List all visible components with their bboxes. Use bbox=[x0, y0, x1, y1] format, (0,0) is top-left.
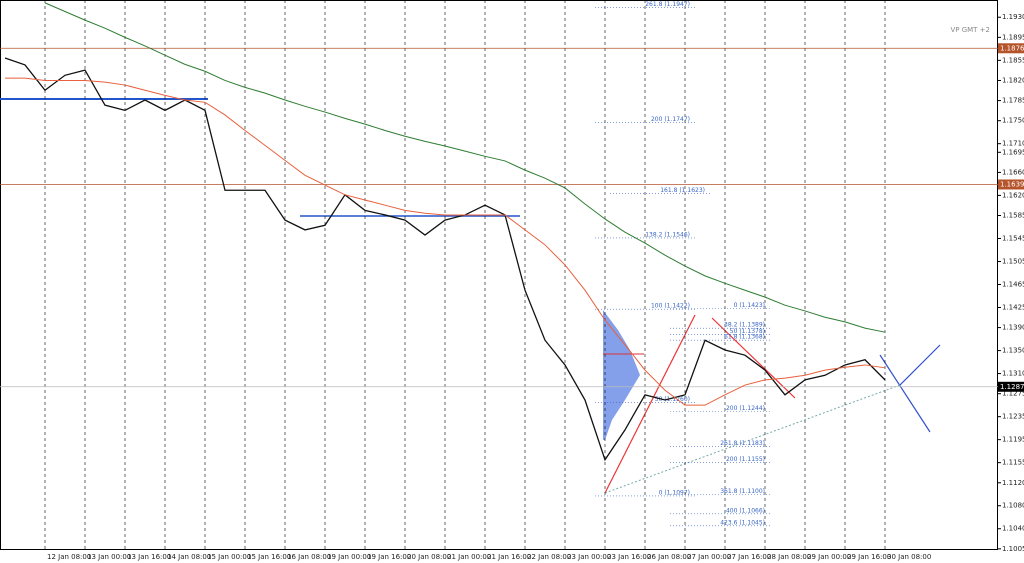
x-tick-label: 23 Jan 00:00 bbox=[567, 553, 611, 561]
x-tick-label: 23 Jan 16:00 bbox=[607, 553, 651, 561]
y-tick-label: 1.1465 bbox=[1002, 280, 1024, 288]
fib-label: 50 (1.1260) bbox=[655, 396, 690, 403]
channel-line bbox=[604, 384, 901, 494]
y-tick-label: 1.1660 bbox=[1002, 168, 1024, 176]
x-tick-label: 21 Jan 00:00 bbox=[447, 553, 491, 561]
y-tick-label: 1.1275 bbox=[1002, 390, 1024, 398]
x-tick-label: 13 Jan 00:00 bbox=[87, 553, 131, 561]
trend-arrow bbox=[711, 317, 796, 399]
x-tick-label: 27 Jan 16:00 bbox=[727, 553, 771, 561]
price-line bbox=[44, 2, 886, 333]
plot-frame bbox=[0, 0, 998, 550]
y-tick-label: 1.1620 bbox=[1002, 191, 1024, 199]
y-tick-label: 1.1695 bbox=[1002, 148, 1024, 156]
y-tick-label: 1.1005 bbox=[1002, 545, 1024, 553]
x-tick-label: 22 Jan 08:00 bbox=[527, 553, 571, 561]
price-line bbox=[5, 77, 886, 406]
y-tick-label: 1.1350 bbox=[1002, 347, 1024, 355]
fib-label: 100 (1.1422) bbox=[651, 303, 690, 310]
chart-note: VP GMT +2 bbox=[950, 26, 990, 34]
fib-label: 361.8 (1.1100) bbox=[720, 488, 765, 495]
x-tick-label: 27 Jan 00:00 bbox=[687, 553, 731, 561]
x-tick-label: 19 Jan 00:00 bbox=[327, 553, 371, 561]
y-tick-label: 1.1155 bbox=[1002, 459, 1024, 467]
price-tag-label: 1.1287 bbox=[1000, 383, 1024, 391]
fib-label: 423.6 (1.1045) bbox=[720, 519, 765, 526]
forecast-arrow bbox=[879, 354, 931, 433]
price-tag bbox=[998, 381, 1024, 392]
y-tick-label: 1.1585 bbox=[1002, 212, 1024, 220]
y-tick-label: 1.1195 bbox=[1002, 436, 1024, 444]
price-tag-label: 1.1639 bbox=[1000, 180, 1024, 188]
fib-label: 0 (1.1097) bbox=[659, 489, 690, 496]
price-tag bbox=[998, 179, 1024, 190]
x-tick-label: 15 Jan 16:00 bbox=[247, 553, 291, 561]
y-tick-label: 1.1235 bbox=[1002, 413, 1024, 421]
forecast-arrow bbox=[899, 344, 941, 386]
y-tick-label: 1.1310 bbox=[1002, 370, 1024, 378]
x-tick-label: 19 Jan 16:00 bbox=[367, 553, 411, 561]
y-tick-label: 1.1390 bbox=[1002, 324, 1024, 332]
volume-profile bbox=[603, 310, 640, 440]
y-tick-label: 1.1895 bbox=[1002, 33, 1024, 41]
fib-label: 138.2 (1.1546) bbox=[645, 231, 690, 238]
y-tick-label: 1.1545 bbox=[1002, 235, 1024, 243]
y-tick-label: 1.1040 bbox=[1002, 525, 1024, 533]
x-tick-label: 13 Jan 16:00 bbox=[127, 553, 171, 561]
x-tick-label: 16 Jan 08:00 bbox=[287, 553, 331, 561]
x-tick-label: 15 Jan 00:00 bbox=[207, 553, 251, 561]
y-tick-label: 1.1855 bbox=[1002, 56, 1024, 64]
y-tick-label: 1.1080 bbox=[1002, 502, 1024, 510]
y-tick-label: 1.1750 bbox=[1002, 117, 1024, 125]
x-tick-label: 29 Jan 00:00 bbox=[807, 553, 851, 561]
y-tick-label: 1.1930 bbox=[1002, 13, 1024, 21]
fib-label: 50 (1.1378) bbox=[730, 328, 765, 335]
fib-label: 38.2 (1.1389) bbox=[724, 322, 765, 329]
fib-label: 261.8 (1.1947) bbox=[645, 1, 690, 8]
x-tick-label: 20 Jan 08:00 bbox=[407, 553, 451, 561]
y-tick-label: 1.1425 bbox=[1002, 303, 1024, 311]
x-tick-label: 14 Jan 08:00 bbox=[167, 553, 211, 561]
fib-label: 261.8 (1.1183) bbox=[720, 440, 765, 447]
x-tick-label: 29 Jan 16:00 bbox=[847, 553, 891, 561]
fib-label: 0 (1.1423) bbox=[734, 302, 765, 309]
fib-label: 200 (1.1244) bbox=[726, 405, 765, 412]
trend-arrow bbox=[604, 314, 696, 494]
y-tick-label: 1.1505 bbox=[1002, 257, 1024, 265]
fib-label: 200 (1.1155) bbox=[726, 456, 765, 463]
fib-label: 161.8 (1.1623) bbox=[660, 187, 705, 194]
x-tick-label: 12 Jan 08:00 bbox=[47, 553, 91, 561]
y-tick-label: 1.1710 bbox=[1002, 140, 1024, 148]
price-tag bbox=[998, 43, 1024, 54]
y-tick-label: 1.1820 bbox=[1002, 76, 1024, 84]
x-tick-label: 26 Jan 08:00 bbox=[647, 553, 691, 561]
fib-label: 200 (1.1747) bbox=[651, 116, 690, 123]
x-tick-label: 28 Jan 08:00 bbox=[767, 553, 811, 561]
fib-label: 61.8 (1.1368) bbox=[724, 334, 765, 341]
x-tick-label: 21 Jan 16:00 bbox=[487, 553, 531, 561]
price-line bbox=[4, 57, 886, 462]
fib-label: 400 (1.1066) bbox=[726, 507, 765, 514]
price-tag-label: 1.1876 bbox=[1000, 44, 1024, 52]
y-tick-label: 1.1785 bbox=[1002, 97, 1024, 105]
x-tick-label: 30 Jan 08:00 bbox=[887, 553, 931, 561]
y-tick-label: 1.1120 bbox=[1002, 479, 1024, 487]
